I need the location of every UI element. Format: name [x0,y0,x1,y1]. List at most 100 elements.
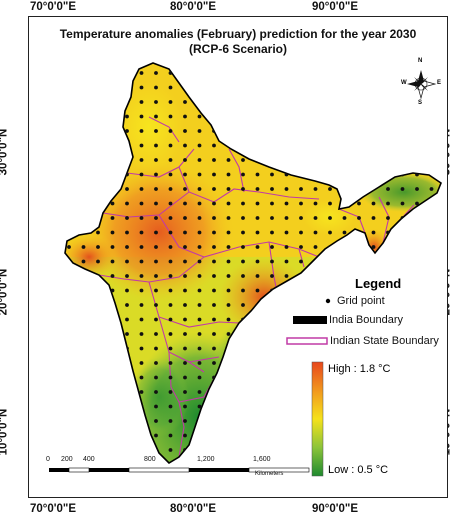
grid-point [270,332,274,336]
grid-point [81,303,86,307]
grid-point [270,419,274,423]
grid-point [67,216,71,220]
grid-point [183,187,187,191]
grid-point [284,71,289,75]
grid-point [212,390,216,394]
grid-point [313,143,318,148]
grid-point [226,317,231,322]
grid-point [139,187,144,191]
grid-point [429,288,434,293]
legend-india-boundary-label: India Boundary [329,314,403,326]
grid-point [299,129,303,133]
grid-point [168,259,173,264]
grid-point [313,71,318,75]
grid-point [415,361,419,365]
grid-point [299,245,303,249]
grid-point [96,114,100,119]
grid-point [357,259,361,264]
grid-point [96,85,100,90]
grid-point [299,361,303,365]
grid-point [241,419,245,423]
grid-point [371,259,376,264]
grid-point [197,129,202,133]
grid-point [357,346,361,351]
grid-point [342,419,347,423]
grid-point [96,375,100,380]
grid-point [284,448,289,452]
grid-point [342,71,347,75]
title-line-1: Temperature anomalies (February) predict… [59,27,417,41]
grid-point [342,201,347,206]
grid-point [313,85,318,90]
grid-point [81,114,86,119]
grid-point [284,100,289,104]
grid-point [429,129,434,133]
grid-point [328,433,332,438]
grid-point [96,317,100,322]
grid-point [371,129,376,133]
grid-point [168,245,173,249]
grid-point [415,448,419,452]
compass-s: S [418,100,423,106]
grid-point [400,346,405,351]
grid-point [154,143,158,148]
grid-point [371,100,376,104]
grid-point [328,129,332,133]
grid-point [357,390,361,394]
grid-point [125,433,129,438]
grid-point [139,201,144,206]
grid-point [226,201,231,206]
grid-point [168,201,173,206]
grid-point [67,332,71,336]
grid-point [81,375,86,380]
grid-point [197,361,202,365]
grid-point [429,274,434,278]
grid-point [429,404,434,409]
grid-point [168,274,173,278]
grid-point [96,187,100,191]
grid-point [270,216,274,220]
grid-point [357,216,361,220]
grid-point [241,172,245,177]
lon-tick-bottom-90: 90°0'0"E [312,503,359,515]
grid-point [241,216,245,220]
grid-point [67,201,71,206]
grid-point [342,390,347,394]
grid-point [183,274,187,278]
grid-point [139,245,144,249]
grid-point [96,419,100,423]
grid-point [197,259,202,264]
grid-point [110,129,115,133]
grid-point [139,230,144,235]
grid-point [183,216,187,220]
grid-point [357,143,361,148]
grid-point [212,317,216,322]
grid-point [299,114,303,119]
grid-point [429,259,434,264]
grid-point [139,332,144,336]
grid-point [139,114,144,119]
grid-point [357,172,361,177]
grid-point [284,85,289,90]
title-line-2: (RCP-6 Scenario) [188,42,288,56]
grid-point [125,274,129,278]
grid-point [154,129,158,133]
grid-point [342,259,347,264]
grid-point [81,288,86,293]
grid-point [270,259,274,264]
grid-point [110,172,115,177]
grid-point [226,274,231,278]
grid-point [270,71,274,75]
grid-point [96,158,100,162]
grid-point [255,201,260,206]
grid-point [371,172,376,177]
grid-point [429,346,434,351]
grid-point [255,259,260,264]
grid-point [386,245,390,249]
grid-point [81,332,86,336]
grid-point [270,245,274,249]
grid-point [342,100,347,104]
grid-point [284,187,289,191]
grid-point [67,230,71,235]
grid-point [67,317,71,322]
